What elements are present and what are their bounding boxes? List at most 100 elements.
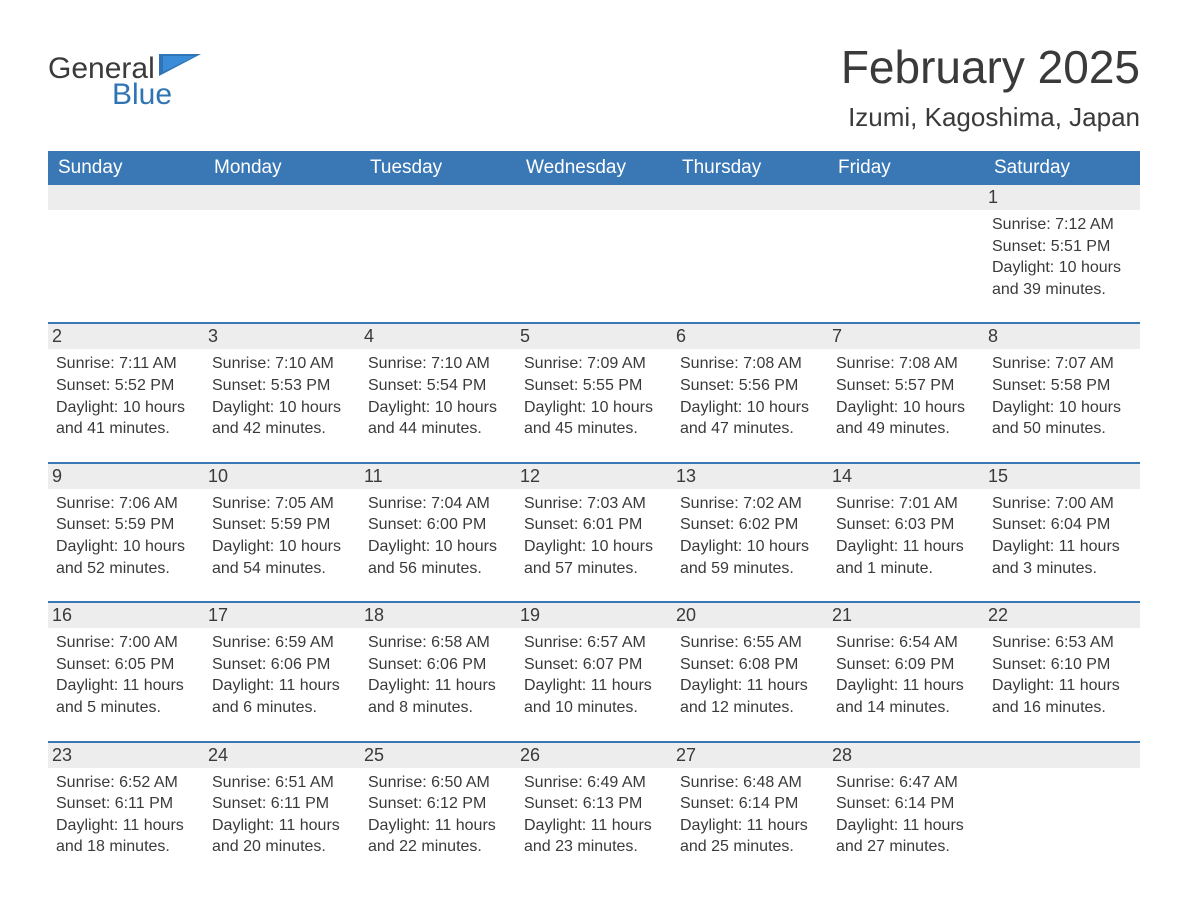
weekday-header-wednesday: Wednesday: [516, 151, 672, 185]
logo: General Blue: [48, 40, 201, 112]
day-info: Sunrise: 7:08 AMSunset: 5:57 PMDaylight:…: [836, 353, 976, 439]
day-number: 9: [48, 464, 204, 489]
day-cell: 6Sunrise: 7:08 AMSunset: 5:56 PMDaylight…: [672, 324, 828, 443]
day-number: 21: [828, 603, 984, 628]
day-info: Sunrise: 6:49 AMSunset: 6:13 PMDaylight:…: [524, 772, 664, 858]
weekday-header-friday: Friday: [828, 151, 984, 185]
day-info: Sunrise: 7:00 AMSunset: 6:05 PMDaylight:…: [56, 632, 196, 718]
day-cell: 22 Sunrise: 6:53 AMSunset: 6:10 PMDayligh…: [984, 603, 1140, 722]
day-cell: 3 Sunrise: 7:10 AMSunset: 5:53 PMDaylight…: [204, 324, 360, 443]
week-row: 23 Sunrise: 6:52 AMSunset: 6:11 PMDayligh…: [48, 741, 1140, 880]
day-cell: 1 Sunrise: 7:12 AMSunset: 5:51 PMDaylight…: [984, 185, 1140, 304]
day-info: Sunrise: 6:51 AMSunset: 6:11 PMDaylight:…: [212, 772, 352, 858]
day-cell: 12 Sunrise: 7:03 AMSunset: 6:01 PMDayligh…: [516, 464, 672, 583]
day-info: Sunrise: 7:12 AMSunset: 5:51 PMDaylight:…: [992, 214, 1132, 300]
day-cell: 16 Sunrise: 7:00 AMSunset: 6:05 PMDayligh…: [48, 603, 204, 722]
day-number: 8: [984, 324, 1140, 349]
weekday-header-sunday: Sunday: [48, 151, 204, 185]
day-info: Sunrise: 7:02 AMSunset: 6:02 PMDaylight:…: [680, 493, 820, 579]
day-info: Sunrise: 7:11 AMSunset: 5:52 PMDaylight:…: [56, 353, 196, 439]
day-cell: 7 Sunrise: 7:08 AMSunset: 5:57 PMDaylight…: [828, 324, 984, 443]
day-info: Sunrise: 6:52 AMSunset: 6:11 PMDaylight:…: [56, 772, 196, 858]
day-number: 28: [828, 743, 984, 768]
day-cell: [984, 743, 1140, 862]
week-row: 2Sunrise: 7:11 AMSunset: 5:52 PMDaylight…: [48, 322, 1140, 461]
day-cell: 23 Sunrise: 6:52 AMSunset: 6:11 PMDayligh…: [48, 743, 204, 862]
day-info: Sunrise: 7:07 AMSunset: 5:58 PMDaylight:…: [992, 353, 1132, 439]
day-number-empty: [828, 185, 984, 210]
day-number: 25: [360, 743, 516, 768]
calendar-body: 1 Sunrise: 7:12 AMSunset: 5:51 PMDaylight…: [48, 185, 1140, 880]
day-info: Sunrise: 7:06 AMSunset: 5:59 PMDaylight:…: [56, 493, 196, 579]
day-number: 19: [516, 603, 672, 628]
day-number-empty: [204, 185, 360, 210]
day-cell: 20Sunrise: 6:55 AMSunset: 6:08 PMDayligh…: [672, 603, 828, 722]
day-info: Sunrise: 6:50 AMSunset: 6:12 PMDaylight:…: [368, 772, 508, 858]
day-cell: 19 Sunrise: 6:57 AMSunset: 6:07 PMDayligh…: [516, 603, 672, 722]
week-row: 16 Sunrise: 7:00 AMSunset: 6:05 PMDayligh…: [48, 601, 1140, 740]
day-number: 22: [984, 603, 1140, 628]
day-number: 27: [672, 743, 828, 768]
day-number: 14: [828, 464, 984, 489]
day-info: Sunrise: 7:03 AMSunset: 6:01 PMDaylight:…: [524, 493, 664, 579]
day-number: 1: [984, 185, 1140, 210]
day-cell: 15Sunrise: 7:00 AMSunset: 6:04 PMDayligh…: [984, 464, 1140, 583]
day-number: 5: [516, 324, 672, 349]
day-number: 3: [204, 324, 360, 349]
day-info: Sunrise: 6:59 AMSunset: 6:06 PMDaylight:…: [212, 632, 352, 718]
day-cell: 26 Sunrise: 6:49 AMSunset: 6:13 PMDayligh…: [516, 743, 672, 862]
day-cell: 28 Sunrise: 6:47 AMSunset: 6:14 PMDayligh…: [828, 743, 984, 862]
day-info: Sunrise: 7:09 AMSunset: 5:55 PMDaylight:…: [524, 353, 664, 439]
day-cell: [828, 185, 984, 304]
day-cell: 18Sunrise: 6:58 AMSunset: 6:06 PMDayligh…: [360, 603, 516, 722]
day-info: Sunrise: 6:58 AMSunset: 6:06 PMDaylight:…: [368, 632, 508, 718]
day-number: 10: [204, 464, 360, 489]
day-cell: 17 Sunrise: 6:59 AMSunset: 6:06 PMDayligh…: [204, 603, 360, 722]
day-number-empty: [48, 185, 204, 210]
day-cell: 8 Sunrise: 7:07 AMSunset: 5:58 PMDaylight…: [984, 324, 1140, 443]
day-number-empty: [516, 185, 672, 210]
day-cell: 24 Sunrise: 6:51 AMSunset: 6:11 PMDayligh…: [204, 743, 360, 862]
day-info: Sunrise: 7:10 AMSunset: 5:53 PMDaylight:…: [212, 353, 352, 439]
day-info: Sunrise: 6:47 AMSunset: 6:14 PMDaylight:…: [836, 772, 976, 858]
day-cell: [672, 185, 828, 304]
week-row: 9 Sunrise: 7:06 AMSunset: 5:59 PMDaylight…: [48, 462, 1140, 601]
title-block: February 2025 Izumi, Kagoshima, Japan: [841, 40, 1140, 133]
header: General Blue February 2025 Izumi, Kagosh…: [48, 40, 1140, 133]
day-cell: [516, 185, 672, 304]
day-number: 11: [360, 464, 516, 489]
day-info: Sunrise: 7:05 AMSunset: 5:59 PMDaylight:…: [212, 493, 352, 579]
day-info: Sunrise: 7:00 AMSunset: 6:04 PMDaylight:…: [992, 493, 1132, 579]
day-cell: [360, 185, 516, 304]
day-info: Sunrise: 7:04 AMSunset: 6:00 PMDaylight:…: [368, 493, 508, 579]
day-info: Sunrise: 6:53 AMSunset: 6:10 PMDaylight:…: [992, 632, 1132, 718]
day-cell: [204, 185, 360, 304]
page-title: February 2025: [841, 40, 1140, 94]
day-cell: 2Sunrise: 7:11 AMSunset: 5:52 PMDaylight…: [48, 324, 204, 443]
week-row: 1 Sunrise: 7:12 AMSunset: 5:51 PMDaylight…: [48, 185, 1140, 322]
day-cell: 27 Sunrise: 6:48 AMSunset: 6:14 PMDayligh…: [672, 743, 828, 862]
day-number: 17: [204, 603, 360, 628]
day-info: Sunrise: 7:10 AMSunset: 5:54 PMDaylight:…: [368, 353, 508, 439]
weekday-header-tuesday: Tuesday: [360, 151, 516, 185]
day-cell: 11 Sunrise: 7:04 AMSunset: 6:00 PMDayligh…: [360, 464, 516, 583]
day-number: 24: [204, 743, 360, 768]
day-number: 16: [48, 603, 204, 628]
calendar: SundayMondayTuesdayWednesdayThursdayFrid…: [48, 151, 1140, 880]
day-info: Sunrise: 7:01 AMSunset: 6:03 PMDaylight:…: [836, 493, 976, 579]
day-cell: 9 Sunrise: 7:06 AMSunset: 5:59 PMDaylight…: [48, 464, 204, 583]
day-number: 26: [516, 743, 672, 768]
day-info: Sunrise: 6:48 AMSunset: 6:14 PMDaylight:…: [680, 772, 820, 858]
day-info: Sunrise: 6:54 AMSunset: 6:09 PMDaylight:…: [836, 632, 976, 718]
day-cell: 25 Sunrise: 6:50 AMSunset: 6:12 PMDayligh…: [360, 743, 516, 862]
weekday-header-row: SundayMondayTuesdayWednesdayThursdayFrid…: [48, 151, 1140, 185]
day-info: Sunrise: 6:55 AMSunset: 6:08 PMDaylight:…: [680, 632, 820, 718]
day-cell: 13 Sunrise: 7:02 AMSunset: 6:02 PMDayligh…: [672, 464, 828, 583]
day-info: Sunrise: 6:57 AMSunset: 6:07 PMDaylight:…: [524, 632, 664, 718]
day-cell: 14 Sunrise: 7:01 AMSunset: 6:03 PMDayligh…: [828, 464, 984, 583]
day-number: 7: [828, 324, 984, 349]
day-number: 12: [516, 464, 672, 489]
weekday-header-monday: Monday: [204, 151, 360, 185]
day-number: 13: [672, 464, 828, 489]
day-number: 23: [48, 743, 204, 768]
